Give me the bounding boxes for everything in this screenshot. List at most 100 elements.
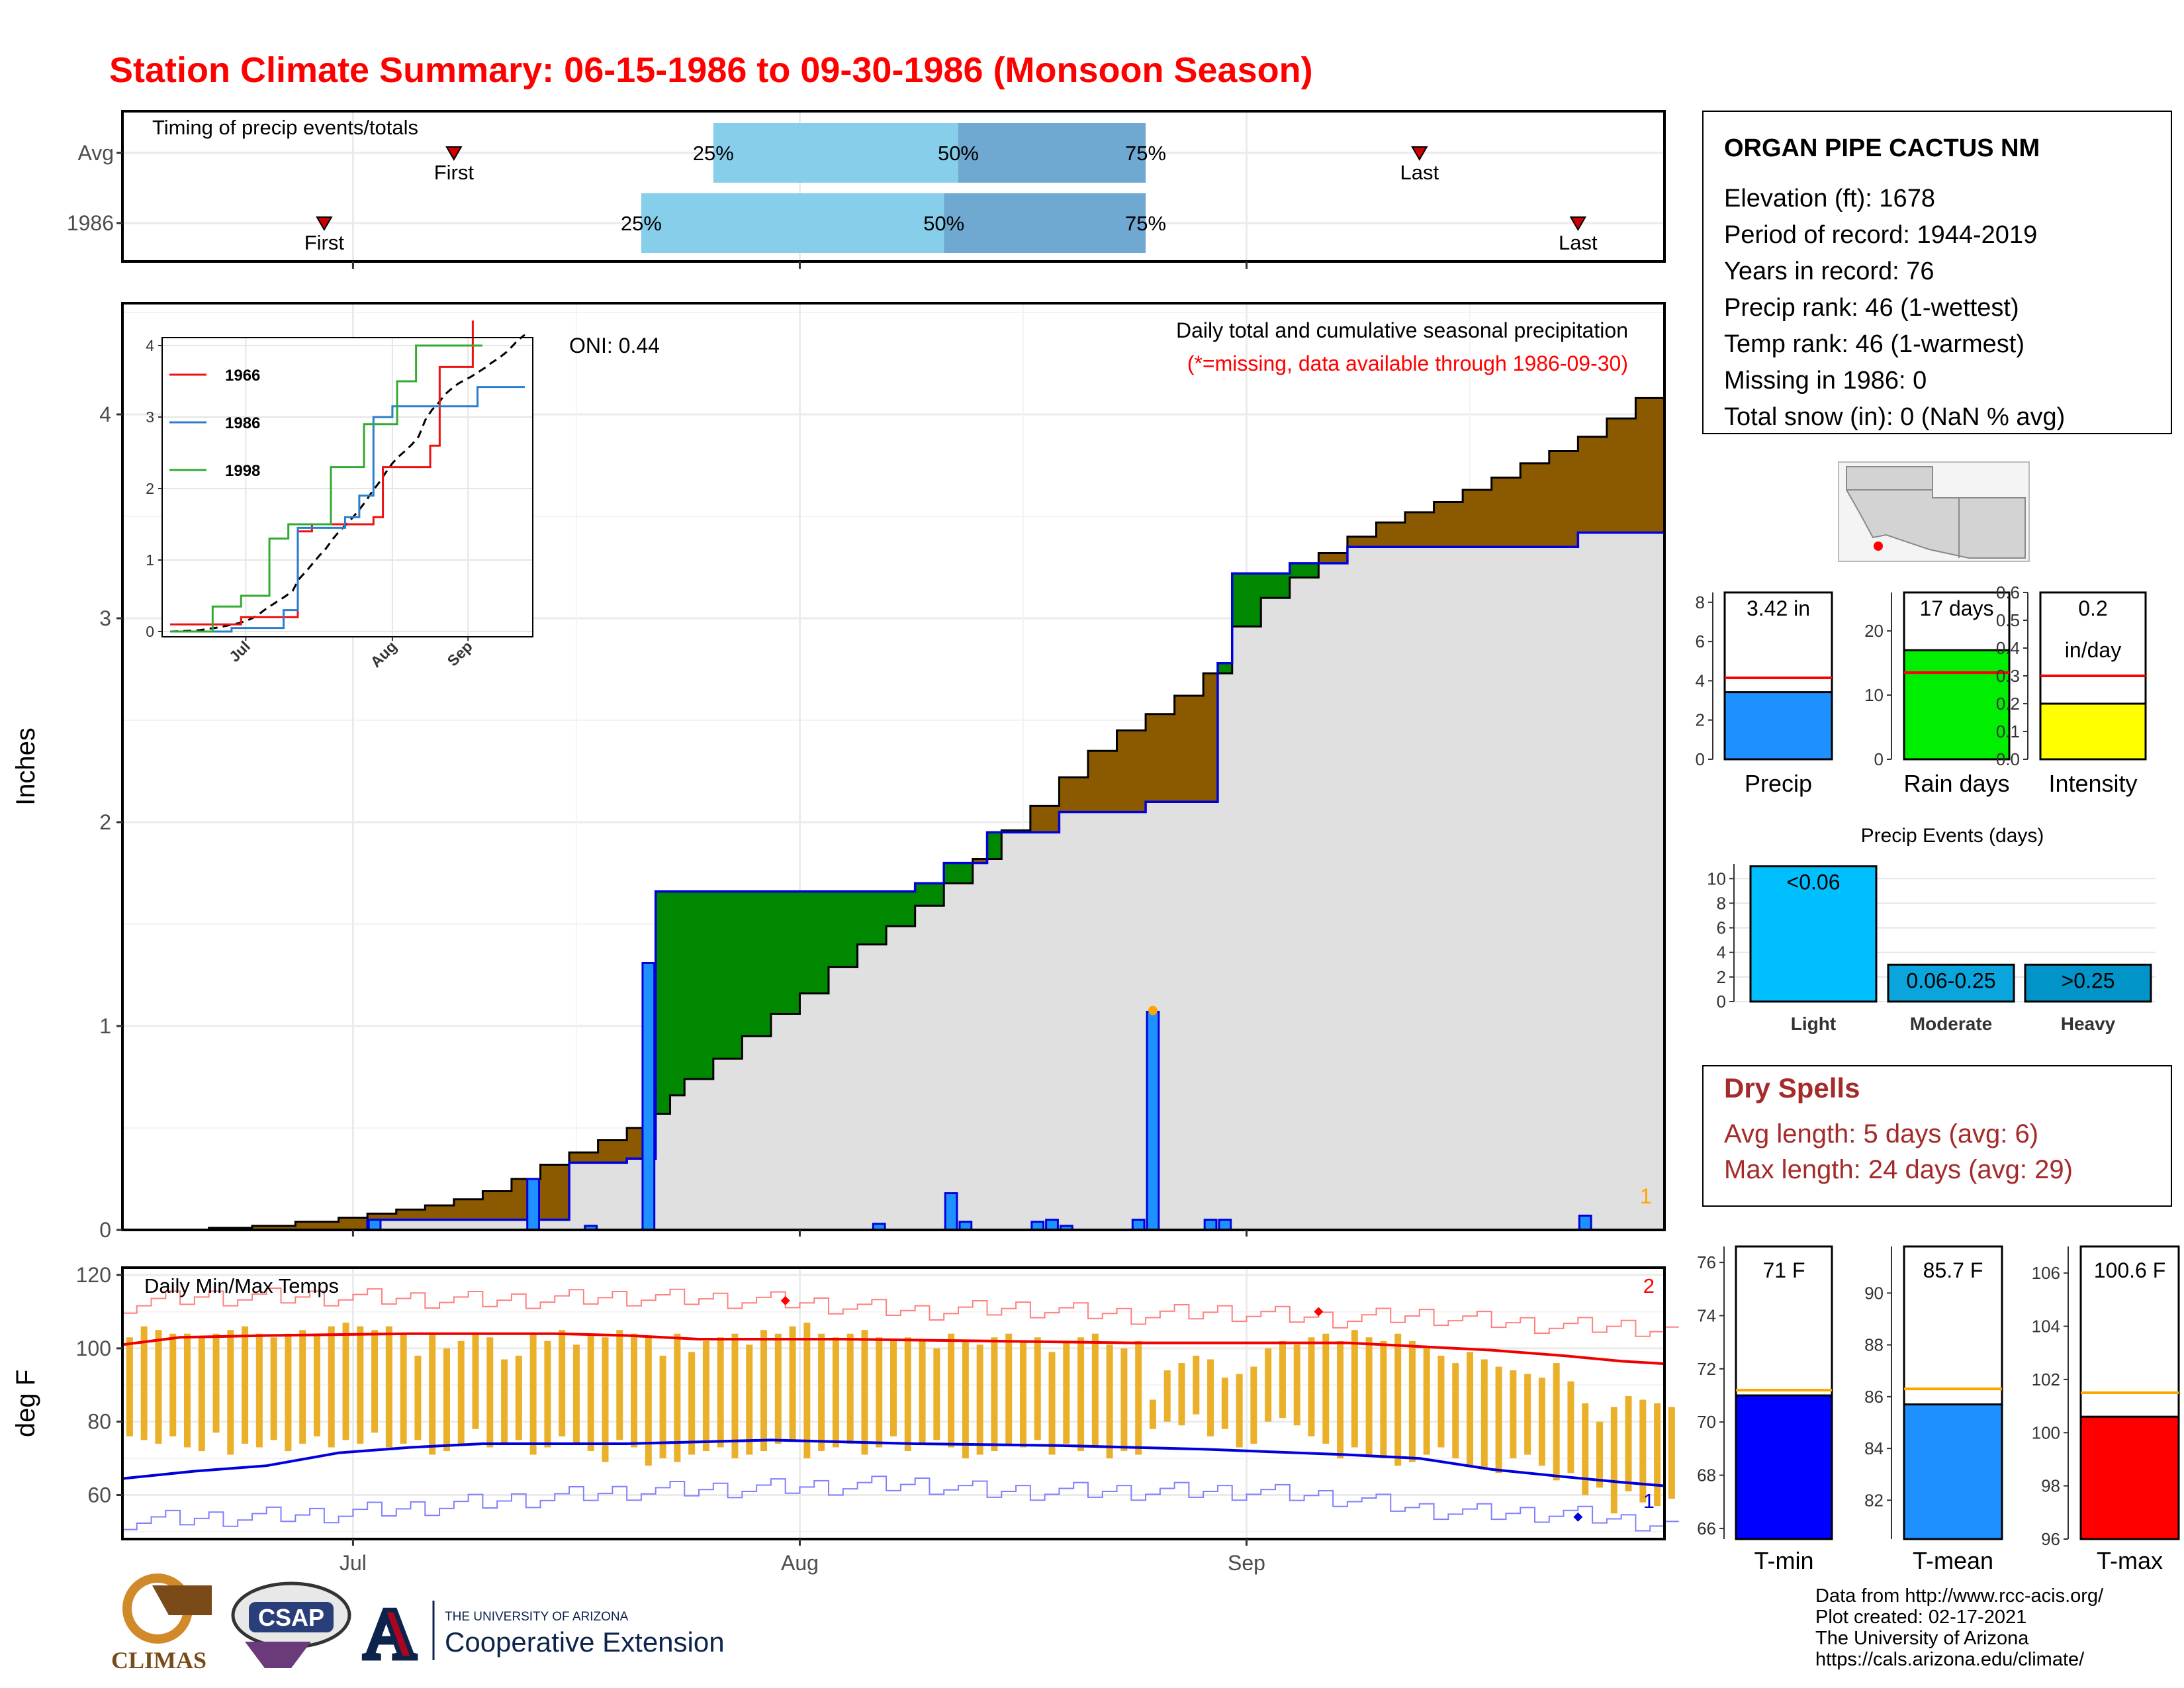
below-average-fill (453, 1199, 469, 1220)
station-detail-line: Total snow (in): 0 (NaN % avg) (1724, 403, 2065, 431)
temp-value-text: 85.7 F (1923, 1258, 1983, 1282)
daily-temp-bar (645, 1337, 652, 1466)
base-fill (468, 1219, 483, 1230)
daily-temp-bar (1019, 1340, 1026, 1448)
daily-temp-bar (140, 1326, 148, 1440)
precip-panel-note: (*=missing, data available through 1986-… (1187, 352, 1628, 375)
timing-q50-q75-bar (944, 193, 1146, 253)
base-fill (1333, 563, 1348, 1230)
below-average-fill (353, 1217, 368, 1230)
temp-y-tick-label: 100 (76, 1336, 111, 1360)
temp-axis-tick-label: 90 (1864, 1283, 1884, 1303)
events-axis-tick-label: 6 (1717, 918, 1726, 938)
summary-value-text: 17 days (1919, 596, 1993, 620)
station-info-box: ORGAN PIPE CACTUS NM Elevation (ft): 167… (1702, 111, 2172, 434)
mean-tmin-line (122, 1438, 1665, 1487)
daily-temp-bar (457, 1340, 465, 1444)
daily-temp-bar (1207, 1359, 1214, 1436)
inset-line-1998 (170, 344, 482, 633)
inset-legend: 1966 1986 1998 (169, 367, 260, 480)
summary-axis-tick-label: 0.6 (1996, 583, 2020, 602)
temp-value-text: 71 F (1762, 1258, 1805, 1282)
below-average-fill (266, 1225, 282, 1230)
station-box-frame (1702, 111, 2172, 434)
daily-temp-bar (818, 1333, 825, 1452)
daily-temp-bar (919, 1340, 926, 1444)
daily-temp-bar (1610, 1407, 1617, 1514)
temp-axis-tick-label: 82 (1864, 1490, 1884, 1510)
timing-row-label: 1986 (67, 211, 114, 235)
base-fill (598, 1162, 613, 1230)
daily-temp-bar (169, 1333, 177, 1436)
above-average-fill (814, 891, 829, 994)
temp-bar-label: T-max (2097, 1547, 2163, 1574)
daily-temp-bar (1351, 1330, 1358, 1448)
base-fill (1535, 547, 1550, 1231)
csap-mountain-icon (245, 1642, 311, 1668)
daily-temp-bar (976, 1344, 983, 1455)
base-fill (1361, 547, 1377, 1231)
summary-axis-tick-label: 0 (1874, 749, 1884, 769)
daily-temp-bar (255, 1333, 263, 1448)
daily-temp-bar (991, 1337, 998, 1452)
mean-tmax-line (122, 1332, 1665, 1366)
base-fill (627, 1158, 642, 1230)
base-fill (1073, 812, 1089, 1230)
event-bar-Moderate (1887, 963, 2015, 1003)
temp-axis-tick-label: 96 (2041, 1529, 2060, 1549)
temp-y-axis-label: deg F (11, 1370, 40, 1437)
daily-temp-bar (1639, 1399, 1647, 1503)
daily-temp-bar (212, 1333, 220, 1433)
daily-temp-bar (529, 1333, 537, 1455)
precip-y-axis-label: Inches (11, 727, 40, 806)
csap-logo-badge (249, 1602, 334, 1632)
daily-temp-bar (486, 1337, 494, 1448)
above-average-fill (900, 891, 916, 927)
below-average-fill (583, 1152, 599, 1163)
daily-temp-bar (385, 1326, 392, 1448)
base-fill (482, 1219, 498, 1230)
daily-temp-bar (1293, 1344, 1300, 1426)
dry-spells-avg: Avg length: 5 days (avg: 6) (1724, 1119, 2038, 1149)
below-average-fill (1419, 512, 1435, 547)
temp-bar-T-min (1735, 1394, 1833, 1540)
above-average-fill (1246, 573, 1261, 627)
below-average-fill (1361, 536, 1377, 547)
base-fill (1174, 802, 1189, 1230)
daily-temp-bar (1034, 1337, 1041, 1440)
below-average-fill (1146, 714, 1161, 802)
events-axis-tick-label: 0 (1717, 992, 1726, 1011)
temp-y-tick-label: 60 (87, 1483, 111, 1507)
base-fill (555, 1219, 570, 1230)
daily-precip-bar (1131, 1219, 1146, 1231)
base-fill (1102, 812, 1118, 1230)
below-average-fill (555, 1164, 570, 1220)
daily-precip-bar (367, 1219, 382, 1231)
summary-axis-tick-label: 0.3 (1996, 666, 2020, 686)
inset-frame (161, 337, 533, 637)
temp-y-axis: 60 80 100 120 (76, 1263, 122, 1507)
daily-temp-bar (846, 1333, 854, 1444)
daily-temp-bar (1668, 1407, 1675, 1499)
daily-temp-bar (904, 1337, 911, 1452)
timing-q75-label: 75% (1125, 142, 1166, 165)
daily-temp-bar (1423, 1348, 1430, 1455)
temp-panel-tag-bottom: 1 (1643, 1489, 1655, 1513)
daily-temp-bar (285, 1333, 292, 1452)
base-fill (1390, 547, 1406, 1231)
base-fill (439, 1219, 455, 1230)
below-average-fill (627, 1128, 642, 1159)
precip-panel-frame (121, 302, 1666, 1231)
below-average-fill (396, 1209, 412, 1220)
summary-value-unit: in/day (2065, 638, 2121, 662)
base-fill (1477, 547, 1492, 1231)
below-average-fill (1131, 730, 1146, 812)
precip-areas (122, 383, 1666, 1231)
inset-legend-label: 1986 (225, 414, 260, 432)
below-average-fill (1463, 489, 1478, 547)
record-high-line (122, 1288, 1679, 1337)
base-fill (756, 1036, 772, 1230)
below-average-fill (1073, 777, 1089, 812)
below-average-fill (1160, 714, 1175, 802)
daily-temp-bar (472, 1333, 479, 1429)
